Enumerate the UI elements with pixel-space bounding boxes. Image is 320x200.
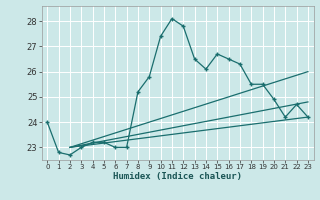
X-axis label: Humidex (Indice chaleur): Humidex (Indice chaleur) [113,172,242,181]
